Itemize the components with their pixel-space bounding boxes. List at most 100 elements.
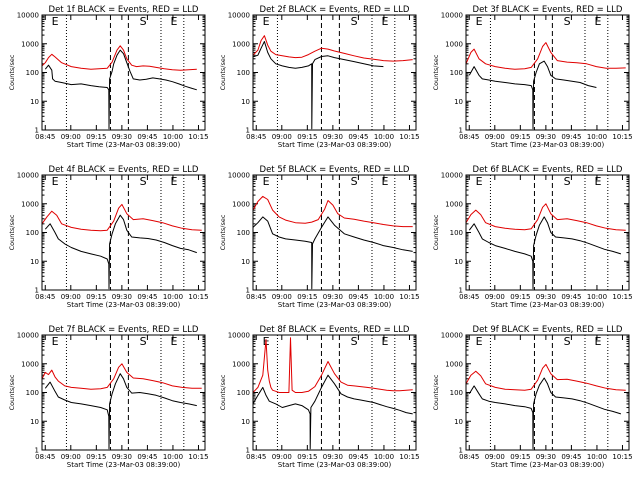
y-tick-label: 1 [35, 127, 39, 135]
y-tick-label: 10 [454, 258, 463, 266]
y-axis-label: Counts/sec [219, 54, 227, 90]
panel-title: Det 3f BLACK = Events, RED = LLD [473, 5, 623, 15]
x-tick-label: 09:15 [297, 293, 317, 301]
x-axis-label: Start Time (23-Mar-03 08:39:00) [278, 461, 392, 469]
interval-label: S [564, 335, 571, 348]
x-tick-label: 09:00 [61, 133, 81, 141]
x-tick-label: 09:30 [536, 293, 556, 301]
x-tick-label: 09:15 [510, 133, 530, 141]
y-tick-label: 1 [246, 127, 250, 135]
y-tick-label: 10000 [228, 12, 250, 20]
x-tick-label: 08:45 [246, 453, 266, 461]
y-tick-label: 10000 [228, 172, 250, 180]
series-line-events [252, 374, 413, 450]
series-line-events [44, 214, 197, 290]
x-tick-label: 09:00 [485, 133, 505, 141]
plot-frame [41, 334, 206, 451]
x-tick-label: 10:15 [612, 133, 632, 141]
series-line-lld [41, 203, 202, 232]
y-tick-label: 10000 [17, 12, 39, 20]
interval-label: S [564, 15, 571, 28]
x-tick-label: 10:15 [399, 453, 419, 461]
series-line-lld [465, 203, 626, 231]
x-tick-label: 10:00 [374, 133, 394, 141]
x-tick-label: 10:15 [399, 133, 419, 141]
x-tick-label: 09:30 [536, 133, 556, 141]
x-tick-label: 09:30 [323, 453, 343, 461]
x-tick-label: 09:00 [272, 293, 292, 301]
x-tick-label: 10:00 [163, 133, 183, 141]
y-tick-label: 1 [459, 127, 463, 135]
x-tick-label: 09:00 [272, 453, 292, 461]
y-axis-label: Counts/sec [219, 214, 227, 250]
chart-panel-3: Det 3f BLACK = Events, RED = LLD Counts/s… [432, 5, 633, 149]
interval-label: E [52, 15, 59, 28]
x-tick-label: 09:45 [561, 293, 581, 301]
x-axis-label: Start Time (23-Mar-03 08:39:00) [278, 141, 392, 149]
plot-frame [252, 334, 417, 451]
plot-frame [41, 14, 206, 131]
x-tick-label: 09:45 [348, 293, 368, 301]
y-tick-label: 100 [237, 229, 250, 237]
x-tick-label: 09:45 [137, 453, 157, 461]
y-axis-label: Counts/sec [8, 214, 16, 250]
y-tick-label: 1000 [445, 360, 463, 368]
y-tick-label: 100 [26, 389, 39, 397]
interval-label: S [564, 175, 571, 188]
x-axis-label: Start Time (23-Mar-03 08:39:00) [491, 301, 605, 309]
x-tick-label: 09:00 [61, 293, 81, 301]
interval-label: E [476, 335, 483, 348]
y-tick-label: 100 [26, 229, 39, 237]
x-tick-label: 08:45 [459, 133, 479, 141]
x-tick-label: 10:15 [612, 453, 632, 461]
x-tick-label: 09:15 [86, 133, 106, 141]
series-line-events [468, 216, 622, 290]
series-line-lld [252, 35, 413, 62]
x-tick-label: 10:15 [612, 293, 632, 301]
y-tick-label: 1 [246, 287, 250, 295]
x-tick-label: 09:00 [272, 133, 292, 141]
interval-label: S [351, 15, 358, 28]
y-tick-label: 100 [237, 69, 250, 77]
plot-frame [465, 174, 630, 291]
x-tick-label: 08:45 [246, 293, 266, 301]
y-tick-label: 1000 [21, 40, 39, 48]
chart-panel-5: Det 5f BLACK = Events, RED = LLD Counts/s… [219, 165, 420, 309]
y-tick-label: 1000 [21, 360, 39, 368]
x-tick-label: 10:00 [587, 133, 607, 141]
y-axis-label: Counts/sec [8, 374, 16, 410]
interval-label: S [140, 15, 147, 28]
y-tick-label: 1000 [232, 360, 250, 368]
y-tick-label: 1 [459, 287, 463, 295]
x-tick-label: 10:00 [374, 293, 394, 301]
plot-frame [41, 174, 206, 291]
interval-label: S [351, 335, 358, 348]
x-tick-label: 09:15 [297, 133, 317, 141]
interval-label: E [52, 335, 59, 348]
y-tick-label: 1 [35, 447, 39, 455]
x-tick-label: 10:00 [374, 453, 394, 461]
series-line-lld [465, 42, 626, 70]
x-tick-label: 09:45 [561, 453, 581, 461]
chart-panel-6: Det 6f BLACK = Events, RED = LLD Counts/s… [432, 165, 633, 309]
y-tick-label: 1000 [21, 200, 39, 208]
panel-title: Det 2f BLACK = Events, RED = LLD [260, 5, 410, 15]
x-tick-label: 09:15 [510, 453, 530, 461]
series-line-events [44, 49, 197, 130]
y-tick-label: 100 [450, 389, 463, 397]
chart-panel-1: Det 1f BLACK = Events, RED = LLD Counts/s… [8, 5, 209, 149]
series-line-lld [465, 363, 626, 391]
interval-label: E [595, 175, 602, 188]
series-line-lld [41, 45, 197, 71]
y-tick-label: 1 [35, 287, 39, 295]
panel-title: Det 1f BLACK = Events, RED = LLD [49, 5, 199, 15]
series-line-lld [41, 363, 202, 390]
series-line-events [44, 373, 197, 450]
x-tick-label: 10:00 [163, 293, 183, 301]
y-tick-label: 100 [450, 229, 463, 237]
x-axis-label: Start Time (23-Mar-03 08:39:00) [67, 141, 181, 149]
plot-frame [252, 174, 417, 291]
interval-label: E [476, 175, 483, 188]
x-tick-label: 09:45 [137, 133, 157, 141]
x-tick-label: 09:30 [112, 133, 132, 141]
